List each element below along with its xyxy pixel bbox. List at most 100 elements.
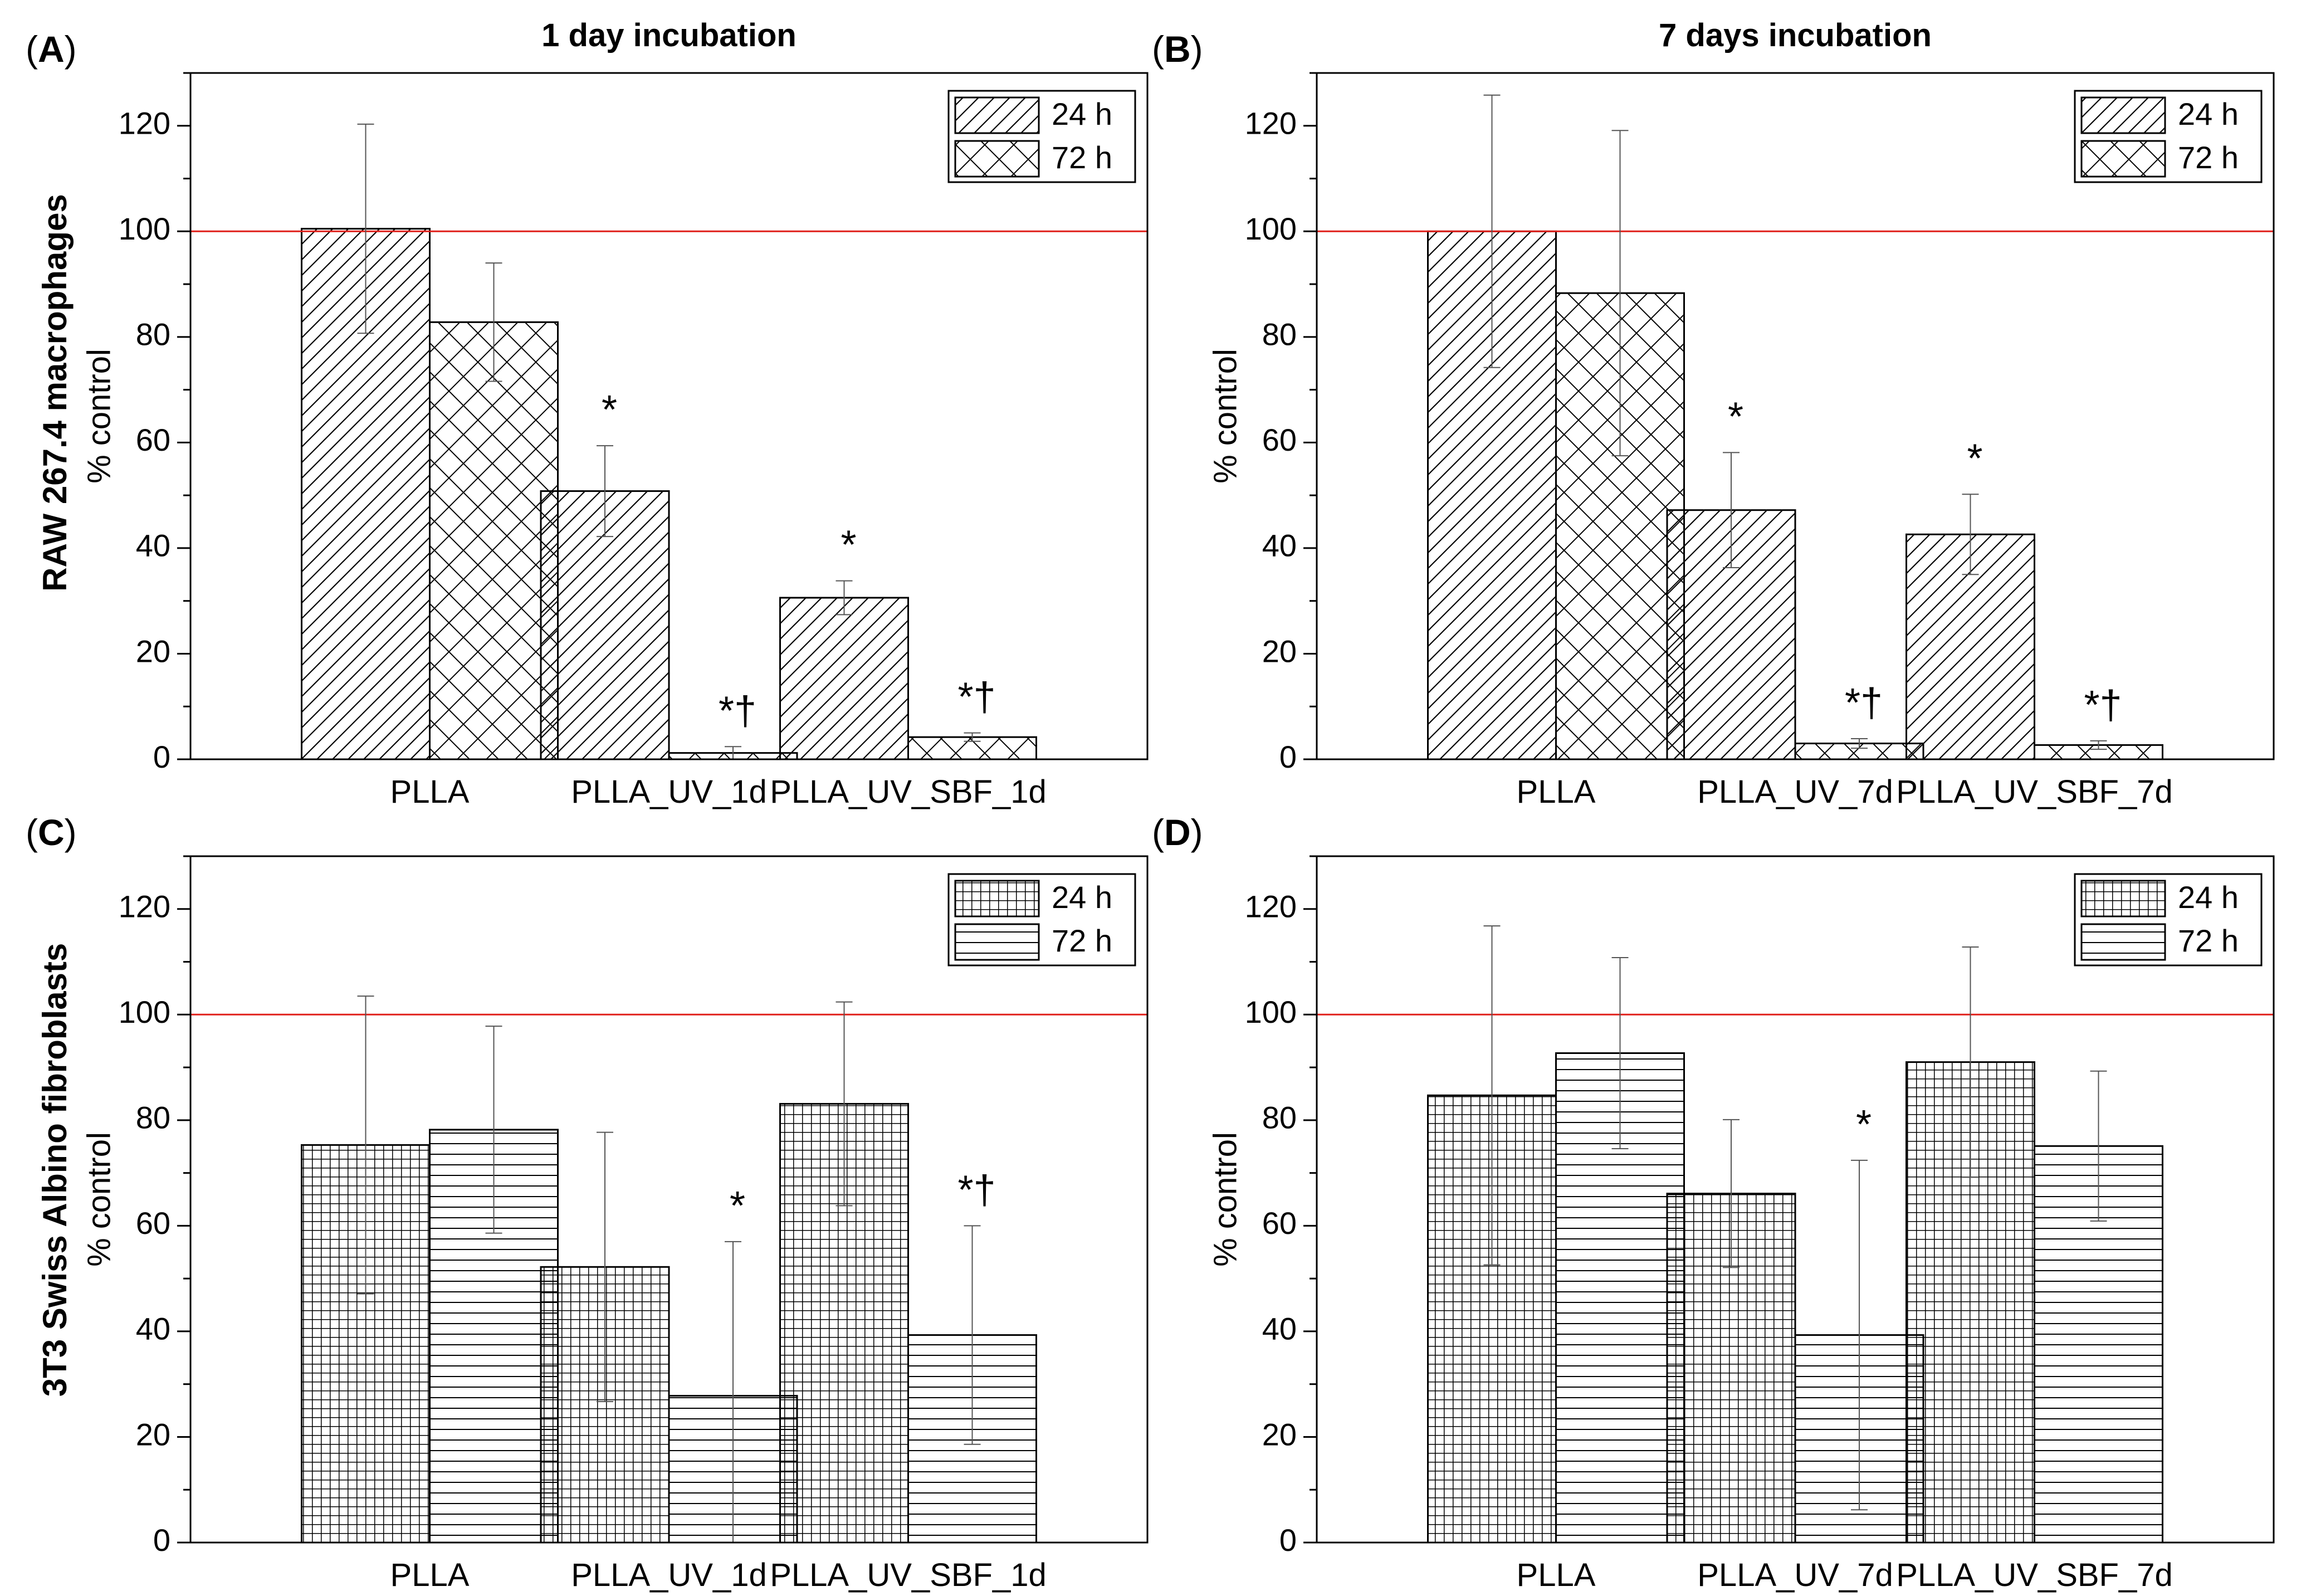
y-tick-label: 20 [1262, 633, 1297, 668]
y-tick-label: 100 [119, 994, 170, 1029]
legend-swatch [954, 140, 1040, 178]
y-tick-label: 120 [119, 106, 170, 141]
significance-annotation: * [1967, 436, 1982, 481]
significance-annotation: *† [957, 1168, 995, 1212]
category-label: PLLA_UV_7d [1697, 774, 1893, 810]
category-label: PLLA [390, 1557, 470, 1593]
error-bar [1851, 1159, 1868, 1511]
error-bar [2090, 1070, 2107, 1222]
panel-b: (B) 7 days incubation % control * *† * *† 0 20 40… [1152, 17, 2275, 810]
y-tick-label: 120 [119, 889, 170, 924]
y-tick-label: 40 [1262, 1311, 1297, 1346]
y-tick-label: 0 [153, 739, 170, 774]
axes-frame [1316, 72, 2275, 760]
row-label-macrophages: RAW 267.4 macrophages [36, 194, 74, 592]
error-bar [597, 1131, 613, 1402]
row-label-fibroblasts: 3T3 Swiss Albino fibroblasts [36, 943, 74, 1397]
y-tick-label: 120 [1245, 889, 1297, 924]
category-label: PLLA [1517, 774, 1596, 810]
category-label: PLLA [1517, 1557, 1596, 1593]
y-tick-label: 0 [153, 1522, 170, 1558]
y-tick-label: 100 [1245, 994, 1297, 1029]
legend: 24 h 72 h [2074, 873, 2263, 967]
significance-annotation: * [1856, 1102, 1872, 1147]
y-axis-label-group: % control [1207, 1132, 1243, 1267]
error-bar [2090, 740, 2107, 750]
category-label: PLLA_UV_1d [571, 774, 766, 810]
error-bar [485, 1026, 502, 1234]
error-bar [964, 1225, 981, 1445]
y-axis-label-group: % control [81, 1132, 117, 1267]
error-bar [836, 580, 853, 616]
row-label-bottom-group: 3T3 Swiss Albino fibroblasts [36, 943, 74, 1397]
legend-label: 24 h [1052, 880, 1112, 915]
y-tick-label: 100 [119, 211, 170, 246]
y-tick-label: 40 [136, 1311, 170, 1346]
y-axis-label: % control [1207, 349, 1243, 484]
y-tick-label: 0 [1279, 739, 1297, 774]
panel-label: (C) [26, 812, 77, 853]
chart-title: 7 days incubation [1659, 17, 1932, 53]
panel-label: (D) [1152, 812, 1203, 853]
legend-label: 72 h [2178, 140, 2239, 175]
panel-letter: D [1164, 812, 1191, 853]
panel-label: (B) [1152, 28, 1203, 70]
error-bar [1962, 946, 1979, 1178]
y-tick-label: 20 [1262, 1417, 1297, 1452]
error-bar [1962, 494, 1979, 575]
panel-label: (A) [26, 28, 77, 70]
error-bar [1483, 94, 1501, 368]
error-bar [357, 995, 374, 1295]
y-tick-label: 40 [136, 528, 170, 563]
y-axis-label-group: % control [81, 349, 117, 484]
y-tick-label: 80 [1262, 1100, 1297, 1135]
category-label: PLLA_UV_SBF_7d [1896, 774, 2173, 810]
legend-label: 72 h [1052, 923, 1112, 958]
legend: 24 h 72 h [947, 90, 1136, 183]
panel-c: (C) % control * *† 0 20 40 60 80 100 120 PLLA PLLA_U… [26, 812, 1149, 1593]
category-label: PLLA_UV_SBF_1d [770, 774, 1047, 810]
axes-frame [1316, 855, 2275, 1544]
y-tick-label: 80 [1262, 317, 1297, 352]
error-bar [1611, 130, 1629, 457]
legend-swatch [2080, 96, 2166, 134]
category-label: PLLA_UV_1d [571, 1557, 766, 1593]
y-axis-label: % control [81, 1132, 117, 1267]
y-tick-label: 0 [1279, 1522, 1297, 1558]
significance-annotation: *† [1845, 681, 1883, 725]
error-bar [1723, 452, 1740, 568]
significance-annotation: * [841, 523, 856, 568]
y-tick-label: 20 [136, 1417, 170, 1452]
panel-letter: C [38, 812, 65, 853]
y-axis-label: % control [1207, 1132, 1243, 1267]
y-tick-label: 100 [1245, 211, 1297, 246]
legend-label: 24 h [2178, 880, 2239, 915]
legend: 24 h 72 h [947, 873, 1136, 967]
y-tick-label: 60 [1262, 422, 1297, 457]
error-bar [1851, 738, 1868, 749]
significance-annotation: * [1728, 394, 1743, 439]
error-bar [357, 123, 374, 334]
legend-label: 72 h [2178, 923, 2239, 958]
legend-swatch [2080, 140, 2166, 178]
legend-label: 72 h [1052, 140, 1112, 175]
y-tick-label: 60 [1262, 1205, 1297, 1241]
error-bar [1723, 1119, 1740, 1268]
axes-frame [189, 855, 1149, 1544]
error-bar [836, 1001, 853, 1207]
significance-annotation: * [602, 388, 617, 432]
significance-annotation: *† [957, 675, 995, 720]
legend-swatch [2080, 880, 2166, 917]
bar-24h [779, 597, 909, 760]
bar-72h [429, 321, 559, 760]
y-tick-label: 80 [136, 317, 170, 352]
panel-letter: B [1164, 28, 1191, 70]
panel-letter: A [38, 28, 65, 70]
row-label-top-group: RAW 267.4 macrophages [36, 194, 74, 592]
legend-label: 24 h [2178, 96, 2239, 131]
legend-swatch [2080, 923, 2166, 961]
category-label: PLLA [390, 774, 470, 810]
y-tick-label: 40 [1262, 528, 1297, 563]
